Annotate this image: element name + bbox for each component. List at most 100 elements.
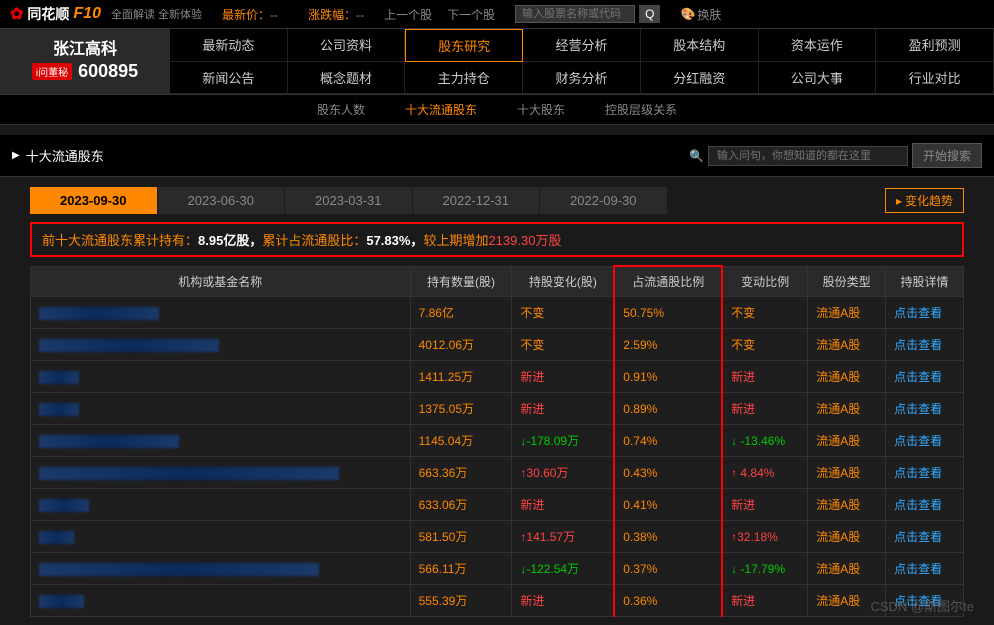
- date-tab-2022-12-31[interactable]: 2022-12-31: [413, 187, 541, 214]
- sub-tabs: 股东人数 十大流通股东 十大股东 控股层级关系: [0, 95, 994, 125]
- col-header: 股份类型: [808, 266, 886, 297]
- shareholders-table: 机构或基金名称持有数量(股)持股变化(股)占流通股比例变动比例股份类型持股详情7…: [30, 265, 964, 617]
- summary-prefix: 前十大流通股东累计持有：: [42, 230, 198, 249]
- summary-ratio: 57.83%，: [366, 230, 423, 249]
- detail-link[interactable]: 点击查看: [886, 393, 964, 425]
- table-row: 1145.04万↓-178.09万0.74%↓ -13.46%流通A股点击查看: [31, 425, 964, 457]
- institution-name[interactable]: [31, 457, 411, 489]
- holding-change: ↓-178.09万: [512, 425, 614, 457]
- start-search-button[interactable]: 开始搜索: [912, 143, 982, 168]
- watermark: CSDN @斯图尔te: [871, 596, 975, 615]
- stock-code: 600895: [78, 61, 138, 82]
- detail-link[interactable]: 点击查看: [886, 521, 964, 553]
- stock-search-input[interactable]: [515, 5, 635, 23]
- change-ratio: 新进: [722, 585, 808, 617]
- col-header: 变动比例: [722, 266, 808, 297]
- col-header: 持有数量(股): [410, 266, 512, 297]
- detail-link[interactable]: 点击查看: [886, 553, 964, 585]
- date-tab-2023-09-30[interactable]: 2023-09-30: [30, 187, 158, 214]
- table-row: 7.86亿不变50.75%不变流通A股点击查看: [31, 297, 964, 329]
- institution-name[interactable]: [31, 393, 411, 425]
- holding-qty: 4012.06万: [410, 329, 512, 361]
- change-label: 涨跌幅：: [308, 8, 356, 22]
- tab-公司资料[interactable]: 公司资料: [288, 29, 406, 62]
- tab-最新动态[interactable]: 最新动态: [170, 29, 288, 62]
- detail-link[interactable]: 点击查看: [886, 297, 964, 329]
- latest-price: --: [270, 8, 278, 22]
- sub-tab-十大流通股东[interactable]: 十大流通股东: [405, 101, 477, 118]
- tab-财务分析[interactable]: 财务分析: [523, 62, 641, 94]
- col-header: 机构或基金名称: [31, 266, 411, 297]
- change-ratio: ↑32.18%: [722, 521, 808, 553]
- tab-股本结构[interactable]: 股本结构: [641, 29, 759, 62]
- share-type: 流通A股: [808, 521, 886, 553]
- change-ratio: 不变: [722, 329, 808, 361]
- summary-box: 前十大流通股东累计持有： 8.95亿股， 累计占流通股比： 57.83%， 较上…: [30, 222, 964, 257]
- next-stock-link[interactable]: 下一个股: [447, 6, 495, 23]
- question-input[interactable]: [708, 146, 908, 166]
- share-type: 流通A股: [808, 553, 886, 585]
- share-type: 流通A股: [808, 329, 886, 361]
- institution-name[interactable]: [31, 329, 411, 361]
- summary-delta: 2139.30万股: [488, 230, 561, 249]
- tab-分红融资[interactable]: 分红融资: [641, 62, 759, 94]
- tab-概念题材[interactable]: 概念题材: [288, 62, 406, 94]
- circ-ratio: 0.36%: [614, 585, 722, 617]
- holding-change: 不变: [512, 297, 614, 329]
- change-ratio: 新进: [722, 393, 808, 425]
- logo-text: 同花顺: [27, 4, 69, 24]
- change-ratio: ↓ -17.79%: [722, 553, 808, 585]
- col-header: 持股详情: [886, 266, 964, 297]
- detail-link[interactable]: 点击查看: [886, 425, 964, 457]
- date-tab-2022-09-30[interactable]: 2022-09-30: [540, 187, 668, 214]
- tab-资本运作[interactable]: 资本运作: [759, 29, 877, 62]
- play-icon: ▸: [896, 194, 902, 208]
- change-ratio: ↓ -13.46%: [722, 425, 808, 457]
- detail-link[interactable]: 点击查看: [886, 329, 964, 361]
- institution-name[interactable]: [31, 521, 411, 553]
- tab-公司大事[interactable]: 公司大事: [759, 62, 877, 94]
- trend-button[interactable]: ▸ 变化趋势: [885, 188, 964, 213]
- ask-secretary-button[interactable]: i问董秘: [32, 63, 72, 80]
- tab-股东研究[interactable]: 股东研究: [405, 29, 523, 62]
- detail-link[interactable]: 点击查看: [886, 361, 964, 393]
- tab-主力持仓[interactable]: 主力持仓: [405, 62, 523, 94]
- stock-bar: 张江高科 i问董秘 600895 最新动态公司资料股东研究经营分析股本结构资本运…: [0, 29, 994, 95]
- summary-mid: 累计占流通股比：: [262, 230, 366, 249]
- change-ratio: ↑ 4.84%: [722, 457, 808, 489]
- table-row: 663.36万↑30.60万0.43%↑ 4.84%流通A股点击查看: [31, 457, 964, 489]
- search-icon[interactable]: Q: [639, 5, 660, 23]
- institution-name[interactable]: [31, 297, 411, 329]
- search-icon: 🔍: [689, 149, 704, 163]
- tab-行业对比[interactable]: 行业对比: [876, 62, 994, 94]
- table-row: 4012.06万不变2.59%不变流通A股点击查看: [31, 329, 964, 361]
- top-header: ✿ 同花顺 F10 全面解读 全新体验 最新价：-- 涨跌幅：-- 上一个股 下…: [0, 0, 994, 29]
- institution-name[interactable]: [31, 553, 411, 585]
- tab-新闻公告[interactable]: 新闻公告: [170, 62, 288, 94]
- detail-link[interactable]: 点击查看: [886, 489, 964, 521]
- institution-name[interactable]: [31, 361, 411, 393]
- holding-qty: 566.11万: [410, 553, 512, 585]
- table-row: 1375.05万新进0.89%新进流通A股点击查看: [31, 393, 964, 425]
- institution-name[interactable]: [31, 489, 411, 521]
- prev-stock-link[interactable]: 上一个股: [384, 6, 432, 23]
- holding-qty: 1375.05万: [410, 393, 512, 425]
- detail-link[interactable]: 点击查看: [886, 457, 964, 489]
- tab-经营分析[interactable]: 经营分析: [523, 29, 641, 62]
- share-type: 流通A股: [808, 489, 886, 521]
- institution-name[interactable]: [31, 425, 411, 457]
- sub-tab-十大股东[interactable]: 十大股东: [517, 101, 565, 118]
- sub-tab-股东人数[interactable]: 股东人数: [317, 101, 365, 118]
- summary-suffix: 较上期增加: [423, 230, 488, 249]
- institution-name[interactable]: [31, 585, 411, 617]
- sub-tab-控股层级关系[interactable]: 控股层级关系: [605, 101, 677, 118]
- logo-icon: ✿: [10, 4, 23, 24]
- tab-盈利预测[interactable]: 盈利预测: [876, 29, 994, 62]
- share-type: 流通A股: [808, 425, 886, 457]
- holding-change: 不变: [512, 329, 614, 361]
- date-tab-2023-06-30[interactable]: 2023-06-30: [158, 187, 286, 214]
- date-tab-2023-03-31[interactable]: 2023-03-31: [285, 187, 413, 214]
- latest-price-label: 最新价：: [222, 8, 270, 22]
- date-tabs: 2023-09-302023-06-302023-03-312022-12-31…: [0, 177, 994, 214]
- skin-button[interactable]: 🎨 换肤: [680, 6, 721, 23]
